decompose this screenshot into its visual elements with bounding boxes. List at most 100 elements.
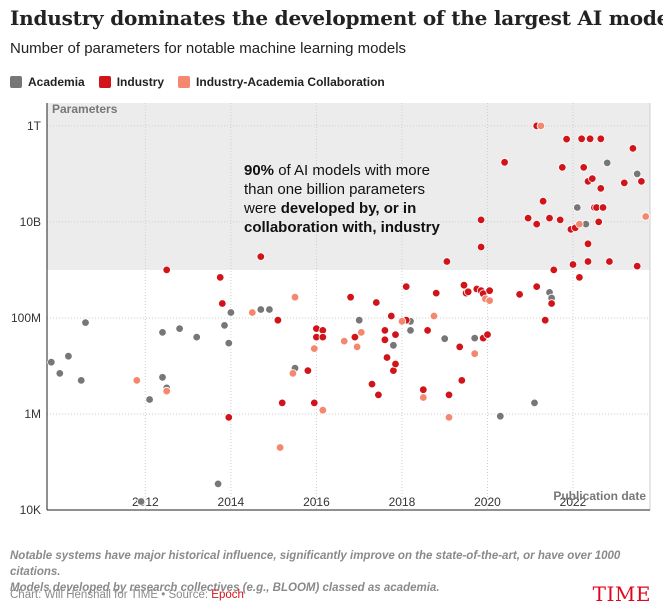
point-academia (603, 158, 612, 168)
point-academia (633, 169, 642, 179)
point-industry-academia-collaboration (290, 293, 300, 302)
point-industry (532, 219, 541, 229)
legend-label-collaboration: Industry-Academia Collaboration (196, 75, 385, 89)
point-industry (444, 390, 454, 400)
annotation-line-1-rest: of AI models with more (274, 162, 430, 179)
x-axis-label: Publication date (553, 489, 646, 503)
data-points (47, 121, 650, 506)
point-academia (158, 373, 167, 382)
legend-item-collaboration: Industry-Academia Collaboration (178, 75, 385, 89)
point-industry (350, 332, 360, 342)
point-industry (620, 178, 629, 188)
footnote: Notable systems have major historical in… (10, 548, 655, 596)
point-academia (136, 497, 146, 506)
point-industry (423, 326, 432, 335)
point-industry (256, 252, 265, 261)
point-industry (374, 390, 383, 400)
point-academia (224, 338, 233, 348)
annotation-line-3-normal: were (243, 200, 281, 217)
annotation: 90% of AI models with more than one bill… (243, 162, 441, 236)
point-industry (523, 213, 533, 223)
point-industry (382, 353, 392, 362)
point-academia (265, 305, 274, 314)
legend-swatch-academia (10, 76, 22, 88)
point-academia (64, 352, 73, 361)
point-academia (192, 332, 201, 342)
point-industry (367, 379, 377, 389)
legend: Academia Industry Industry-Academia Coll… (10, 75, 399, 89)
point-academia (226, 308, 236, 317)
point-academia (406, 326, 415, 335)
point-industry-academia-collaboration (575, 219, 584, 229)
point-academia (496, 412, 505, 421)
point-industry (419, 385, 428, 394)
point-industry (483, 330, 492, 339)
point-academia (47, 358, 56, 367)
x-tick-label: 2020 (474, 495, 501, 509)
point-industry (538, 196, 548, 206)
point-academia (158, 328, 167, 337)
annotation-line-3: were developed by, or in (243, 200, 416, 217)
annotation-line-4: collaboration with, industry (244, 219, 441, 236)
legend-item-industry: Industry (98, 75, 165, 89)
point-industry-academia-collaboration (310, 344, 319, 353)
scatter-chart: 2012 2014 2016 2018 2020 2022 10K1M100M10B1T … (11, 102, 651, 517)
point-industry-academia-collaboration (444, 413, 454, 422)
point-industry (637, 177, 646, 186)
point-industry (562, 134, 571, 144)
point-academia (573, 203, 582, 212)
annotation-line-1-bold: 90% (244, 162, 274, 179)
point-industry-academia-collaboration (485, 296, 494, 305)
x-tick-label: 2014 (218, 495, 245, 509)
point-industry (579, 163, 588, 172)
legend-label-industry: Industry (116, 75, 165, 89)
y-tick-label: 10K (20, 503, 41, 517)
point-industry (455, 342, 464, 352)
y-tick-label: 100M (11, 311, 41, 325)
point-industry-academia-collaboration (429, 311, 439, 321)
point-industry-academia-collaboration (397, 317, 407, 326)
credit-text: Chart: Will Henshall for TIME • Source: (10, 589, 212, 601)
legend-item-academia: Academia (10, 75, 85, 89)
point-industry (541, 316, 550, 325)
point-industry (485, 286, 494, 295)
point-industry (218, 299, 227, 308)
point-industry (391, 330, 400, 339)
point-industry (547, 299, 556, 308)
point-industry-academia-collaboration (248, 308, 257, 317)
x-tick-label: 2016 (303, 495, 330, 509)
point-industry-academia-collaboration (536, 121, 546, 131)
point-industry (391, 359, 400, 369)
point-industry-academia-collaboration (318, 406, 327, 415)
point-academia (530, 398, 539, 408)
y-axis-label: Parameters (52, 102, 118, 116)
point-academia (145, 395, 154, 404)
point-industry (568, 260, 578, 269)
point-industry (476, 242, 486, 252)
point-industry (464, 287, 473, 296)
point-industry (594, 217, 603, 227)
point-industry (556, 215, 565, 225)
point-industry (598, 203, 608, 212)
point-industry (605, 257, 614, 266)
point-industry (549, 265, 558, 275)
annotation-line-3-bold: developed by, or in (281, 200, 417, 217)
y-axis: 10K 1M 100M 10B 1T (11, 103, 48, 517)
point-academia (470, 333, 479, 343)
point-industry-academia-collaboration (641, 212, 650, 221)
point-industry-academia-collaboration (132, 376, 141, 385)
point-industry (545, 213, 554, 223)
point-industry (162, 265, 171, 275)
point-industry-academia-collaboration (288, 369, 298, 378)
source-link[interactable]: Epoch (211, 589, 244, 601)
point-industry (596, 184, 605, 193)
legend-swatch-industry (98, 76, 111, 88)
point-industry (442, 257, 452, 266)
point-industry (585, 134, 595, 143)
y-tick-label: 1M (24, 407, 41, 421)
point-academia (220, 321, 229, 330)
point-industry (402, 282, 411, 291)
footnote-line-1: Notable systems have major historical in… (10, 550, 621, 578)
x-tick-label: 2012 (132, 495, 159, 509)
annotation-line-1: 90% of AI models with more (244, 162, 430, 179)
